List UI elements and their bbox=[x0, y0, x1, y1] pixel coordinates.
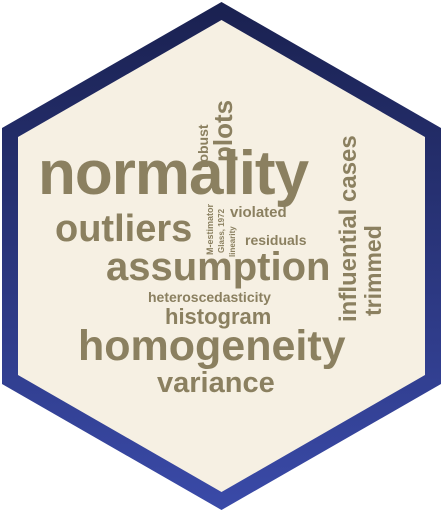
word-assumption: assumption bbox=[106, 245, 331, 289]
word-linearity: linearity bbox=[228, 226, 237, 257]
word-heteroscedasticity: heteroscedasticity bbox=[148, 289, 271, 305]
word-outliers: outliers bbox=[55, 208, 193, 250]
word-variance: variance bbox=[157, 367, 275, 399]
word-trimmed: trimmed bbox=[360, 225, 386, 316]
word-residuals: residuals bbox=[245, 232, 307, 248]
hexagon-fill bbox=[18, 20, 425, 492]
word-glass-1972: Glass, 1972 bbox=[217, 208, 226, 253]
word-histogram: histogram bbox=[165, 304, 272, 329]
word-influential-cases: influential cases bbox=[335, 135, 362, 322]
word-homogeneity: homogeneity bbox=[78, 322, 346, 370]
word-plots: plots bbox=[208, 99, 238, 162]
word-violated: violated bbox=[230, 204, 287, 221]
word-m-estimator: M-estimator bbox=[205, 203, 215, 255]
word-normality: normality bbox=[38, 139, 309, 208]
